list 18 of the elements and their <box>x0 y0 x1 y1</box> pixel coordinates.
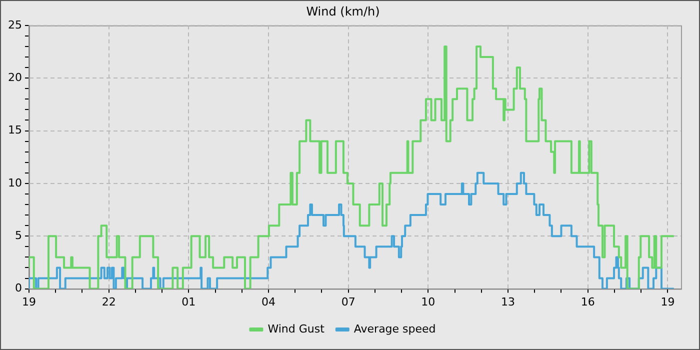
x-tick-label: 04 <box>262 295 276 308</box>
x-tick-label: 19 <box>22 295 36 308</box>
x-tick-label: 01 <box>182 295 196 308</box>
y-tick-label: 0 <box>14 282 22 295</box>
x-tick-label: 22 <box>102 295 116 308</box>
y-tick-label: 20 <box>8 70 22 84</box>
y-tick-label: 15 <box>8 124 22 137</box>
y-tick-label: 10 <box>8 176 22 190</box>
x-tick-label: 07 <box>341 295 356 308</box>
x-tick-label: 10 <box>421 295 436 308</box>
x-tick-label: 16 <box>580 295 595 308</box>
legend-label: Wind Gust <box>268 322 326 336</box>
x-tick-label: 13 <box>501 295 516 308</box>
y-tick-label: 5 <box>14 228 22 242</box>
chart-title: Wind (km/h) <box>306 4 380 18</box>
y-tick-label: 25 <box>8 18 22 32</box>
x-tick-label: 19 <box>660 295 675 308</box>
legend-label: Average speed <box>354 322 436 336</box>
